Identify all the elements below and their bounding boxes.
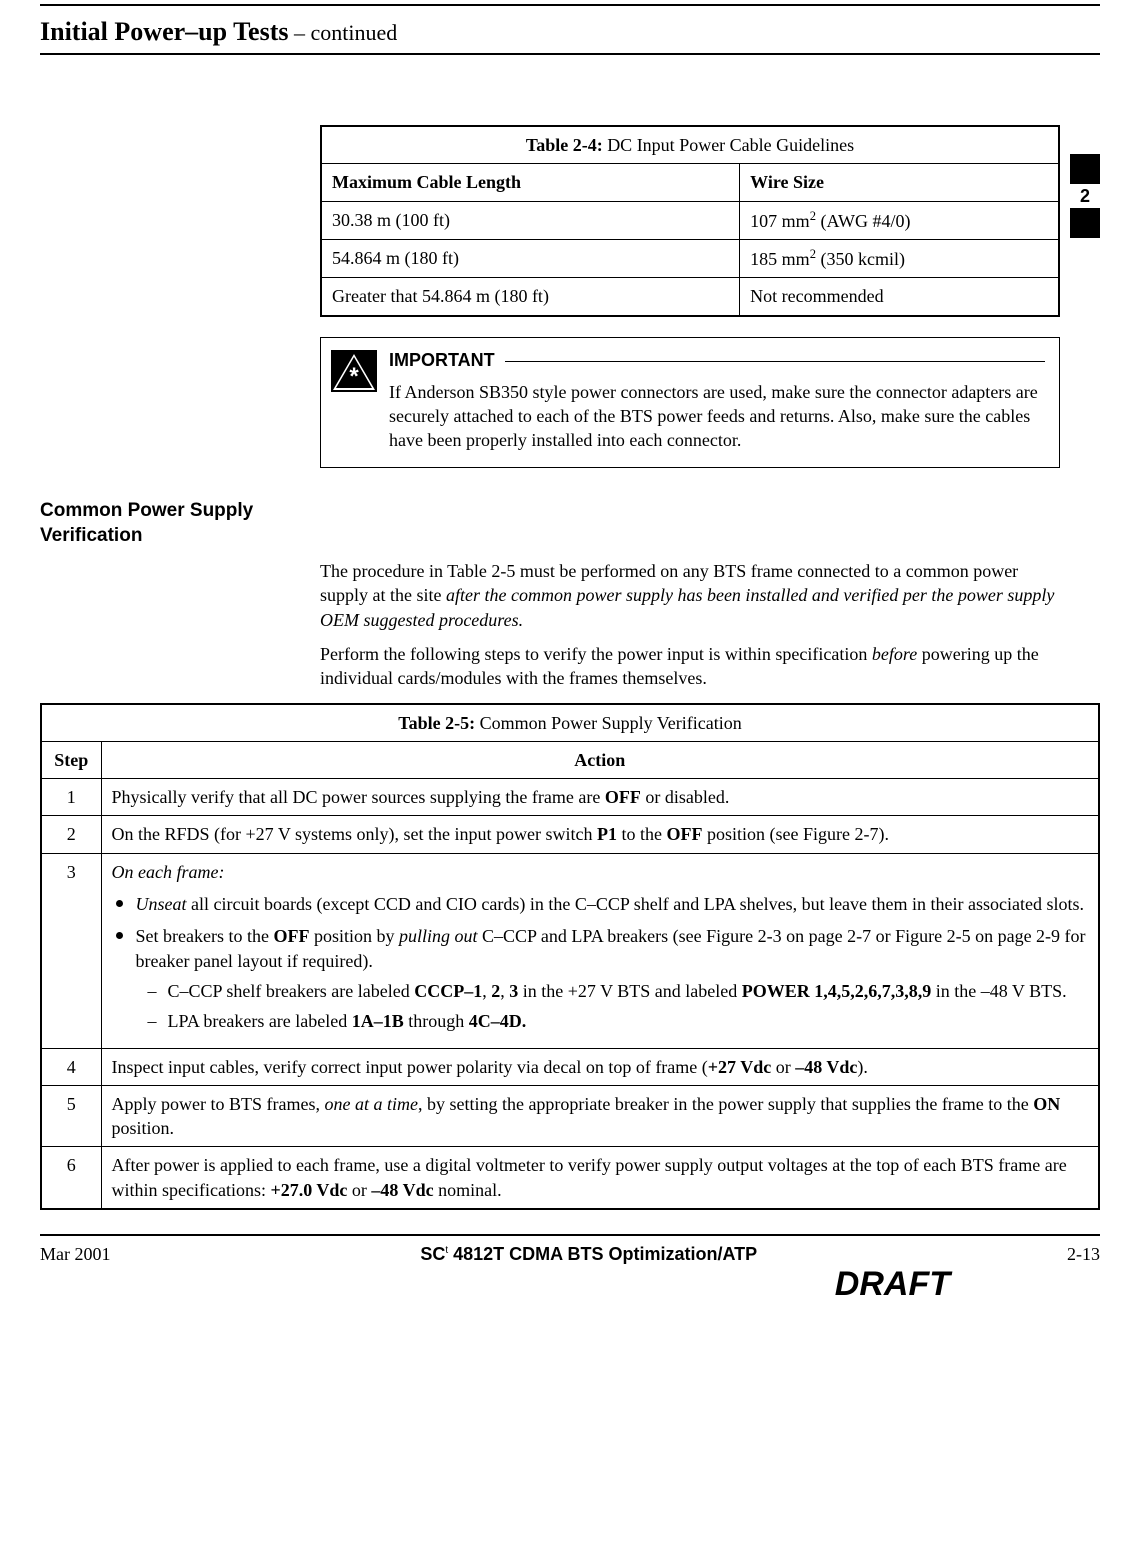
table25-title: Table 2-5: Common Power Supply Verificat… — [41, 704, 1099, 742]
page-title-cont: – continued — [289, 20, 398, 45]
tab-number: 2 — [1070, 184, 1100, 208]
table-row: 5 Apply power to BTS frames, one at a ti… — [41, 1085, 1099, 1147]
table-row: 2 On the RFDS (for +27 V systems only), … — [41, 816, 1099, 853]
table-row: 30.38 m (100 ft) 107 mm2 (AWG #4/0) — [321, 201, 1059, 239]
section-paragraph-1: The procedure in Table 2-5 must be perfo… — [320, 559, 1060, 632]
table-row: 1 Physically verify that all DC power so… — [41, 779, 1099, 816]
list-item: Unseat all circuit boards (except CCD an… — [112, 892, 1089, 916]
draft-watermark: DRAFT — [40, 1262, 950, 1308]
footer-date: Mar 2001 — [40, 1242, 111, 1266]
dc-cable-table: Table 2-4: DC Input Power Cable Guidelin… — [320, 125, 1060, 316]
table-row: 6 After power is applied to each frame, … — [41, 1147, 1099, 1209]
chapter-tab: 2 — [1070, 154, 1100, 238]
important-body: If Anderson SB350 style power connectors… — [389, 380, 1045, 453]
tab-block-bottom — [1070, 208, 1100, 238]
list-item: C–CCP shelf breakers are labeled CCCP–1,… — [148, 979, 1089, 1003]
important-label: IMPORTANT — [389, 348, 495, 372]
list-item: Set breakers to the OFF position by pull… — [112, 924, 1089, 1033]
list-item: LPA breakers are labeled 1A–1B through 4… — [148, 1009, 1089, 1033]
page-title-main: Initial Power–up Tests — [40, 17, 289, 46]
footer-page-number: 2-13 — [1067, 1242, 1100, 1266]
page-title: Initial Power–up Tests – continued — [40, 6, 1100, 55]
table-row: 54.864 m (180 ft) 185 mm2 (350 kcmil) — [321, 239, 1059, 277]
table24-col-length: Maximum Cable Length — [321, 164, 740, 201]
verification-table: Table 2-5: Common Power Supply Verificat… — [40, 703, 1100, 1210]
section-paragraph-2: Perform the following steps to verify th… — [320, 642, 1060, 691]
table25-col-action: Action — [101, 741, 1099, 778]
svg-text:*: * — [349, 363, 359, 390]
table24-col-wire: Wire Size — [740, 164, 1059, 201]
important-rule — [505, 361, 1045, 362]
star-triangle-icon: * — [331, 350, 377, 392]
table-row: Greater that 54.864 m (180 ft) Not recom… — [321, 278, 1059, 316]
table-row: 3 On each frame: Unseat all circuit boar… — [41, 853, 1099, 1048]
tab-block-top — [1070, 154, 1100, 184]
important-callout: * IMPORTANT If Anderson SB350 style powe… — [320, 337, 1060, 468]
table-row: 4 Inspect input cables, verify correct i… — [41, 1048, 1099, 1085]
table25-col-step: Step — [41, 741, 101, 778]
section-heading: Common Power Supply Verification — [40, 498, 300, 549]
footer-doc-title: SCt 4812T CDMA BTS Optimization/ATP — [420, 1242, 757, 1266]
table24-title: Table 2-4: DC Input Power Cable Guidelin… — [321, 126, 1059, 164]
